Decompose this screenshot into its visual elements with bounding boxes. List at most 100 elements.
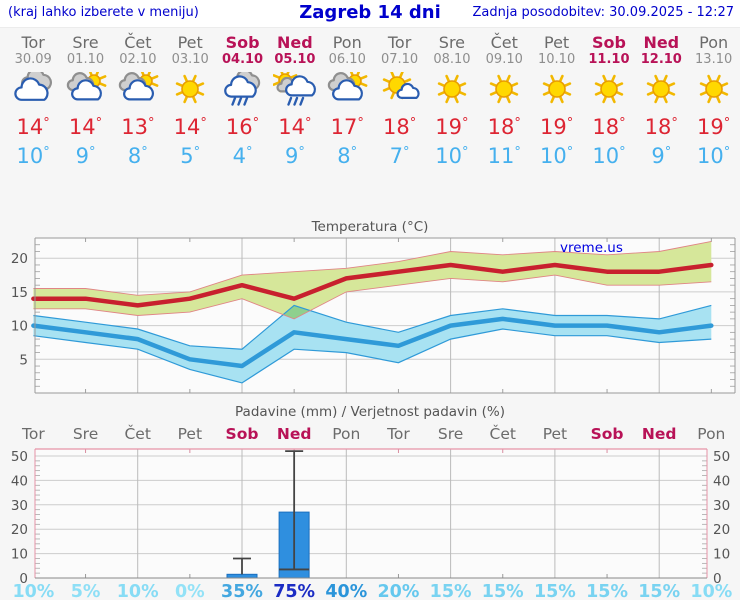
high-temp: 19° — [435, 115, 469, 139]
day-name: Sre — [72, 33, 99, 52]
svg-text:5: 5 — [19, 352, 28, 368]
high-temp: 14° — [173, 115, 207, 139]
day-column-pet-10.10[interactable]: Pet 10.10 19° 10° — [530, 28, 582, 169]
day-date: 05.10 — [274, 52, 316, 67]
low-temp: 9° — [284, 144, 305, 168]
svg-text:40: 40 — [11, 473, 28, 489]
low-temp: 5° — [180, 144, 201, 168]
svg-text:30: 30 — [11, 498, 28, 514]
precipitation-chart: 0 0 10 10 20 20 30 30 40 40 50 50 Padavine (mm) / Ve… — [11, 404, 732, 600]
day-column-čet-02.10[interactable]: Čet 02.10 13° 8° — [112, 28, 164, 169]
day-column-pon-13.10[interactable]: Pon 13.10 19° 10° — [687, 28, 739, 169]
sunny-icon — [542, 74, 571, 104]
low-temp: 9° — [651, 144, 672, 168]
day-name: Ned — [277, 33, 313, 52]
low-temp: 10° — [16, 144, 50, 168]
day-name: Sre — [438, 33, 466, 52]
svg-text:Pon: Pon — [697, 425, 725, 443]
svg-text:Čet: Čet — [124, 424, 150, 443]
page-title: Zagreb 14 dni — [299, 2, 441, 23]
day-date: 30.09 — [14, 52, 52, 67]
forecast-strip: Tor 30.09 14° 10° Sre 01.10 14° 9° Čet 02.10 13° 8°… — [0, 28, 740, 169]
svg-text:0%: 0% — [175, 582, 205, 600]
svg-text:15%: 15% — [430, 582, 472, 600]
low-temp: 11° — [487, 144, 521, 168]
svg-text:10%: 10% — [117, 582, 159, 600]
svg-text:10%: 10% — [690, 582, 732, 600]
svg-text:Pet: Pet — [543, 425, 567, 443]
day-name: Pon — [699, 33, 729, 52]
svg-text:10%: 10% — [12, 582, 54, 600]
day-name: Čet — [490, 33, 518, 52]
day-date: 06.10 — [328, 52, 366, 67]
sunny-icon — [594, 74, 624, 104]
low-temp: 10° — [435, 144, 469, 168]
high-temp: 18° — [487, 115, 521, 139]
svg-text:0: 0 — [19, 571, 28, 587]
svg-text:50: 50 — [11, 449, 28, 465]
svg-text:30: 30 — [713, 498, 730, 514]
svg-text:Pon: Pon — [332, 425, 360, 443]
day-column-pet-03.10[interactable]: Pet 03.10 14° 5° — [164, 28, 216, 169]
high-temp: 14° — [68, 115, 103, 139]
low-temp: 10° — [697, 144, 731, 168]
svg-text:75%: 75% — [273, 582, 315, 600]
low-temp: 9° — [75, 144, 96, 168]
temperature-chart: 5 10 15 20 Temperatura (°C) vreme.us — [11, 219, 736, 394]
day-date: 02.10 — [119, 52, 157, 67]
svg-text:5%: 5% — [71, 582, 101, 600]
day-date: 09.10 — [485, 52, 523, 67]
low-temp: 10° — [539, 144, 574, 168]
day-name: Tor — [387, 33, 412, 52]
rain-icon — [223, 69, 260, 106]
svg-text:Padavine (mm) / Verjetnost pad: Padavine (mm) / Verjetnost padavin (%) — [235, 404, 505, 420]
high-temp: 13° — [121, 115, 155, 139]
sunny-icon — [437, 74, 467, 104]
svg-text:Čet: Čet — [490, 424, 516, 443]
day-name: Tor — [21, 33, 45, 52]
day-column-tor-07.10[interactable]: Tor 07.10 18° 7° — [373, 28, 425, 169]
svg-text:20: 20 — [11, 522, 28, 538]
high-temp: 18° — [644, 115, 678, 139]
svg-text:Sre: Sre — [438, 425, 463, 443]
svg-text:40: 40 — [713, 473, 730, 489]
menu-hint: (kraj lahko izberete v meniju) — [8, 5, 199, 20]
day-name: Pon — [332, 33, 362, 52]
sunny-icon — [176, 74, 205, 104]
day-date: 12.10 — [640, 52, 682, 67]
day-date: 10.10 — [538, 52, 576, 67]
high-temp: 14° — [16, 115, 50, 139]
low-temp: 7° — [389, 144, 410, 168]
day-column-čet-09.10[interactable]: Čet 09.10 18° 11° — [478, 28, 530, 169]
svg-text:15%: 15% — [482, 582, 524, 600]
svg-text:20: 20 — [11, 251, 28, 267]
day-date: 11.10 — [588, 52, 630, 67]
sunny-icon — [647, 74, 676, 104]
last-update: Zadnja posodobitev: 30.09.2025 - 12:27 — [472, 5, 734, 20]
svg-text:Sob: Sob — [591, 425, 624, 443]
day-column-sob-11.10[interactable]: Sob 11.10 18° 10° — [583, 28, 635, 169]
day-column-ned-05.10[interactable]: Ned 05.10 14° 9° — [269, 28, 321, 169]
day-column-sre-01.10[interactable]: Sre 01.10 14° 9° — [59, 28, 111, 169]
day-column-ned-12.10[interactable]: Ned 12.10 18° 9° — [635, 28, 687, 169]
svg-text:15%: 15% — [534, 582, 576, 600]
sunny-icon — [699, 74, 728, 104]
low-temp: 10° — [592, 144, 626, 168]
svg-text:10: 10 — [11, 319, 28, 335]
day-date: 04.10 — [221, 52, 264, 67]
day-name: Pet — [544, 33, 570, 52]
day-date: 03.10 — [171, 52, 209, 67]
day-column-sob-04.10[interactable]: Sob 04.10 16° 4° — [216, 28, 268, 169]
svg-text:40%: 40% — [325, 582, 367, 600]
svg-text:20: 20 — [713, 522, 730, 538]
svg-text:Ned: Ned — [277, 425, 312, 443]
day-column-pon-06.10[interactable]: Pon 06.10 17° 8° — [321, 28, 373, 169]
day-column-sre-08.10[interactable]: Sre 08.10 19° 10° — [426, 28, 478, 169]
svg-text:Pet: Pet — [178, 425, 202, 443]
high-temp: 19° — [697, 115, 731, 139]
day-date: 08.10 — [433, 52, 471, 67]
day-column-tor-30.09[interactable]: Tor 30.09 14° 10° — [7, 28, 59, 169]
svg-text:10: 10 — [11, 547, 28, 563]
day-date: 01.10 — [66, 52, 105, 67]
